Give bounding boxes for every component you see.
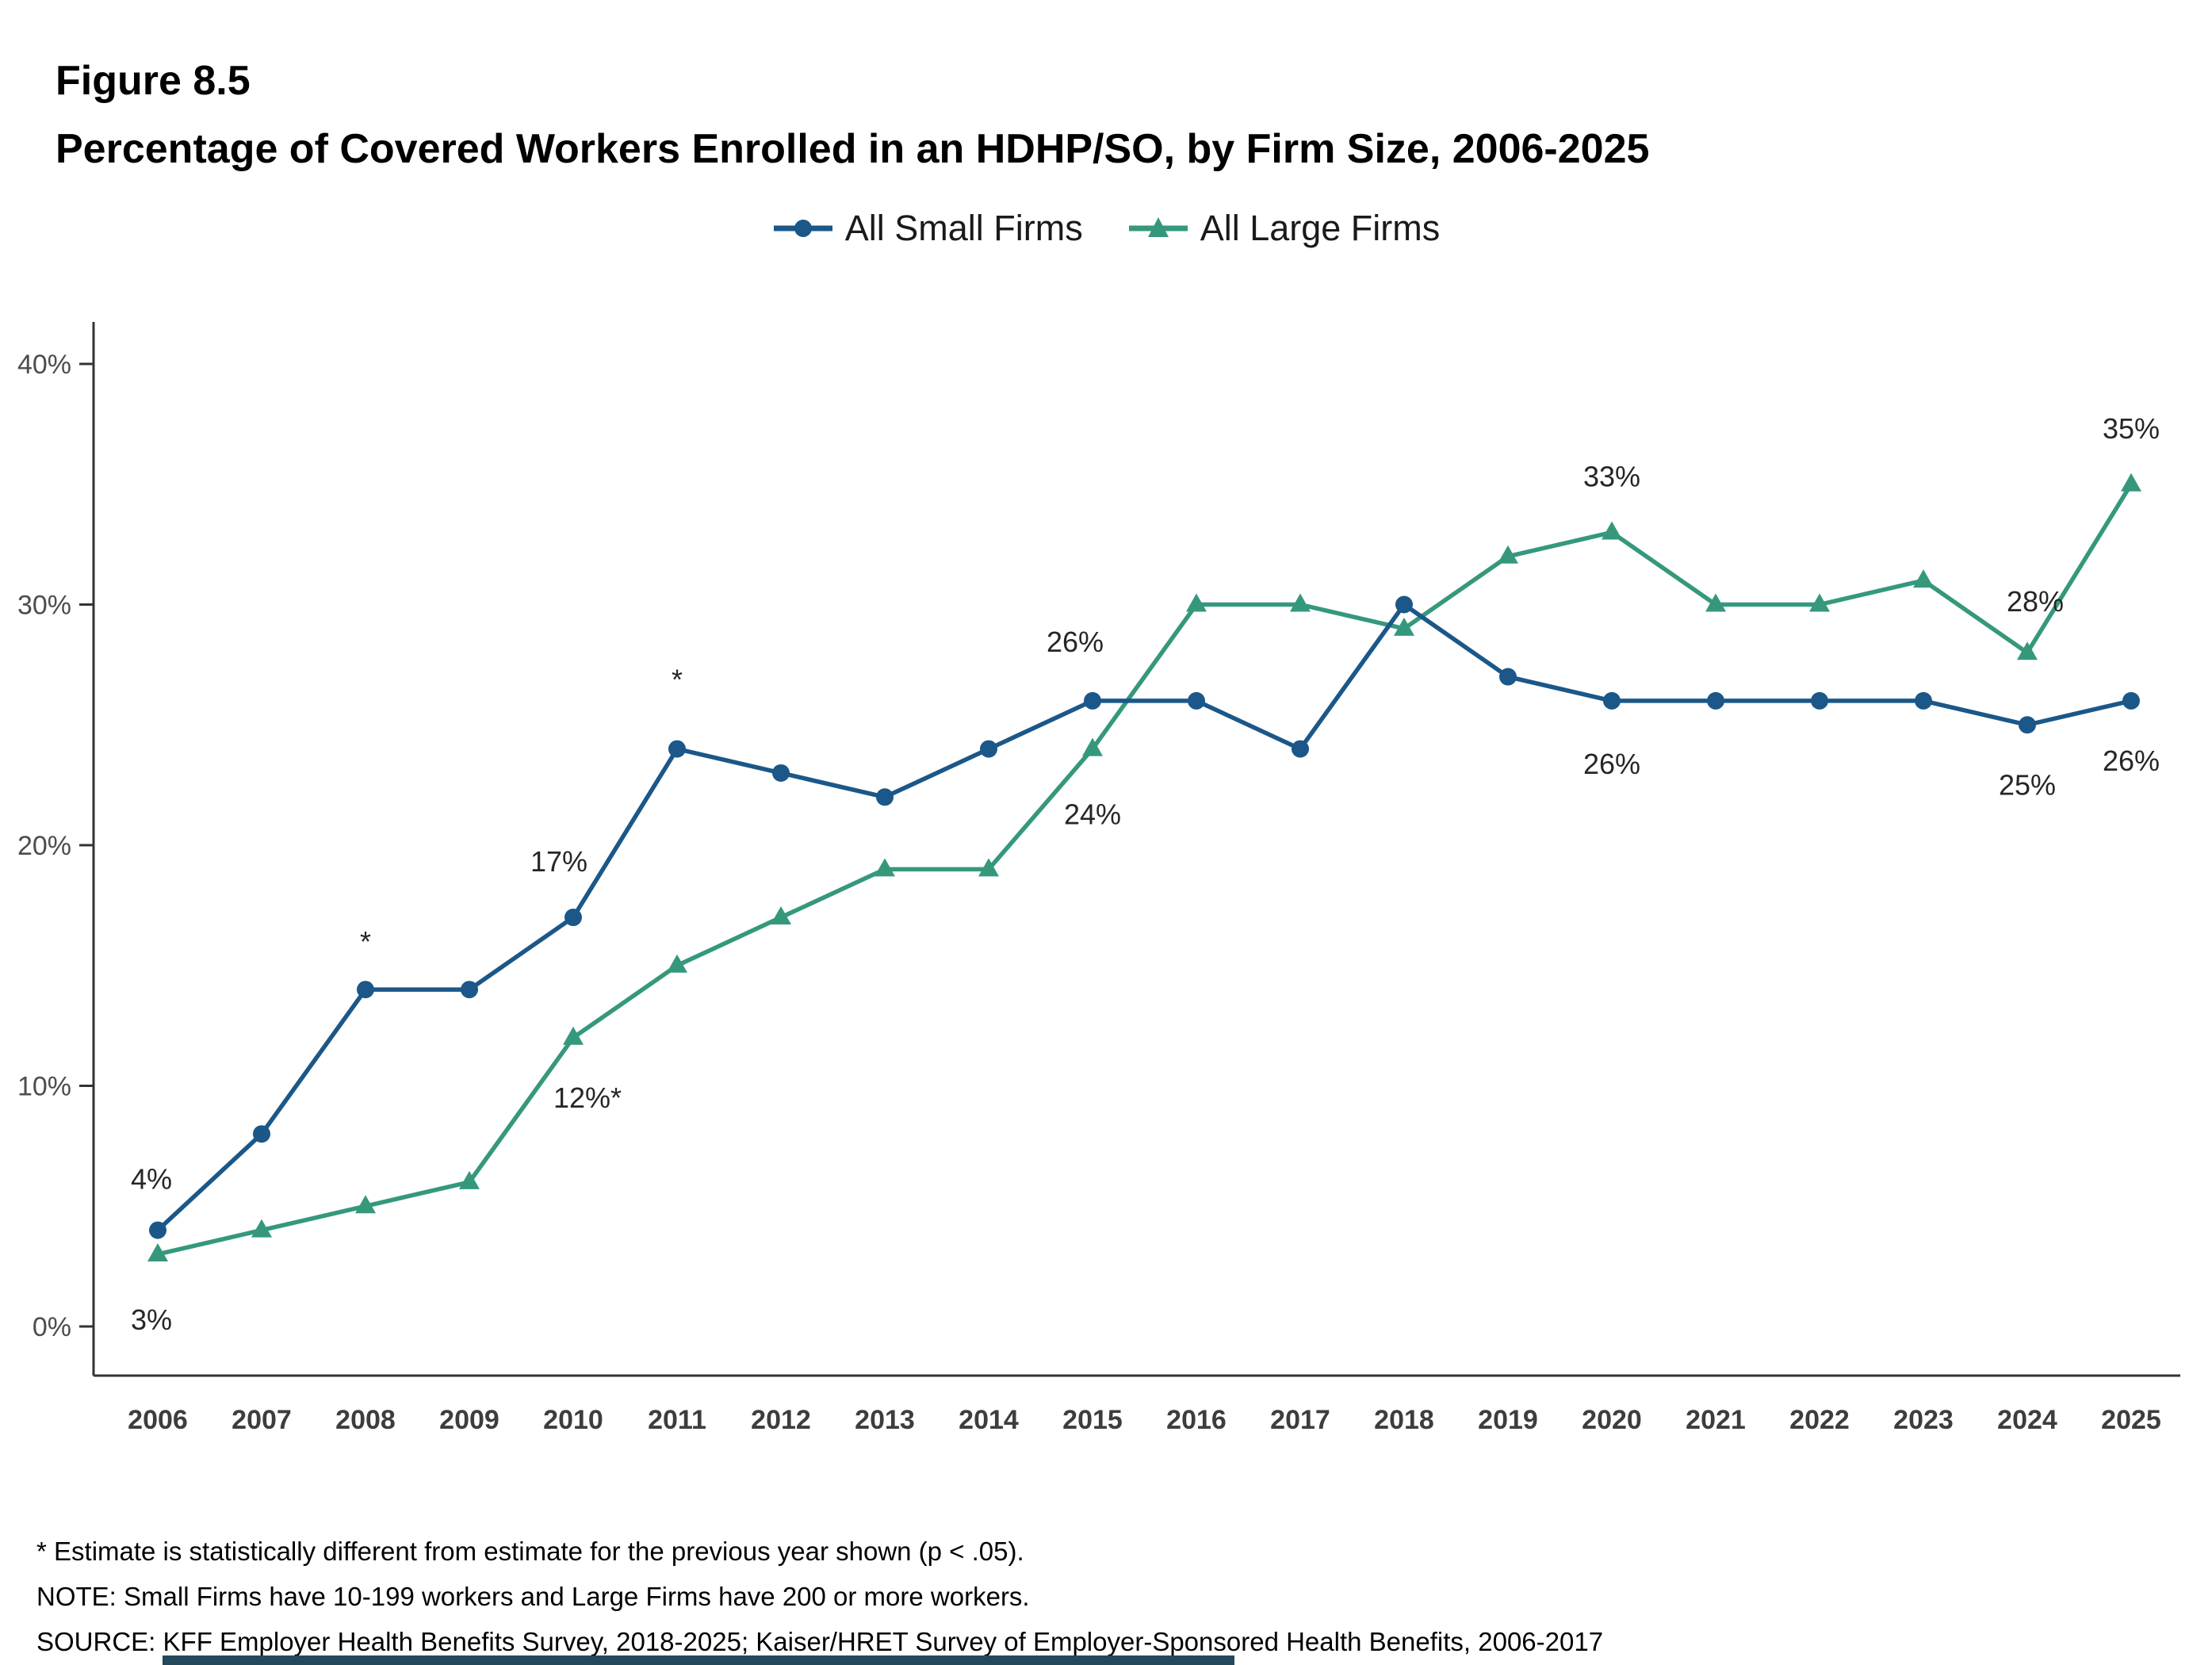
data-point-all-large-firms xyxy=(2017,641,2038,660)
data-point-all-small-firms xyxy=(461,981,478,999)
y-tick-label: 0% xyxy=(33,1312,71,1342)
data-point-all-small-firms xyxy=(2122,691,2140,710)
chart-legend: All Small Firms All Large Firms xyxy=(0,208,2212,249)
footnote-line: SOURCE: KFF Employer Health Benefits Sur… xyxy=(36,1627,1604,1656)
data-point-all-large-firms xyxy=(251,1219,272,1238)
y-tick-label: 20% xyxy=(17,831,71,861)
x-tick-label: 2022 xyxy=(1789,1405,1850,1435)
annotation-label: 24% xyxy=(1064,798,1121,831)
data-point-all-large-firms xyxy=(1186,593,1207,612)
data-point-all-small-firms xyxy=(1811,691,1828,710)
x-tick-label: 2024 xyxy=(1997,1405,2057,1435)
x-tick-label: 2007 xyxy=(232,1405,292,1435)
annotation-label: 33% xyxy=(1583,460,1640,492)
data-point-all-small-firms xyxy=(1707,691,1724,710)
legend-item-all-small-firms: All Small Firms xyxy=(772,208,1083,249)
footer-bar xyxy=(163,1655,1234,1665)
footnote-line: NOTE: Small Firms have 10-199 workers an… xyxy=(36,1582,1030,1611)
y-tick-label: 40% xyxy=(17,350,71,380)
data-point-all-small-firms xyxy=(149,1221,166,1239)
x-tick-label: 2017 xyxy=(1270,1405,1330,1435)
annotation-label: 28% xyxy=(2007,585,2064,618)
x-tick-label: 2013 xyxy=(855,1405,915,1435)
x-tick-label: 2008 xyxy=(335,1405,396,1435)
data-point-all-large-firms xyxy=(978,858,999,877)
data-point-all-small-firms xyxy=(668,740,686,758)
x-tick-label: 2015 xyxy=(1062,1405,1123,1435)
data-point-all-small-firms xyxy=(1603,691,1621,710)
x-tick-label: 2010 xyxy=(543,1405,603,1435)
data-point-all-small-firms xyxy=(253,1125,270,1143)
data-point-all-small-firms xyxy=(1499,668,1517,686)
series-line-all-large-firms xyxy=(155,482,2134,1257)
data-point-all-large-firms xyxy=(771,906,791,925)
triangle-marker-icon xyxy=(1128,217,1188,237)
x-tick-label: 2009 xyxy=(439,1405,499,1435)
data-point-all-small-firms xyxy=(2019,716,2036,734)
chart-svg: 0% 10% 20% 30% 40% 2006 2007 2008 2009 2010 2011 20… xyxy=(17,322,2180,1435)
legend-label: All Large Firms xyxy=(1200,208,1441,248)
annotation-label: 3% xyxy=(131,1303,172,1336)
data-point-all-small-firms xyxy=(980,740,997,758)
footnotes: * Estimate is statistically different fr… xyxy=(36,1529,1603,1664)
x-tick-label: 2011 xyxy=(648,1405,706,1435)
x-tick-label: 2021 xyxy=(1686,1405,1746,1435)
x-tick-label: 2025 xyxy=(2101,1405,2161,1435)
data-point-all-large-firms xyxy=(1498,545,1518,564)
annotation-label: 4% xyxy=(131,1163,172,1196)
data-point-all-large-firms xyxy=(874,858,895,877)
x-tick-label: 2020 xyxy=(1582,1405,1642,1435)
data-point-all-large-firms xyxy=(1602,521,1622,540)
data-point-all-small-firms xyxy=(564,909,582,927)
x-tick-label: 2018 xyxy=(1374,1405,1434,1435)
x-tick-label: 2014 xyxy=(959,1405,1019,1435)
annotation-label: 25% xyxy=(1999,768,2056,801)
series-line-all-small-firms xyxy=(155,602,2134,1233)
data-point-all-large-firms xyxy=(667,954,687,973)
annotation-label: 35% xyxy=(2103,412,2160,445)
title-block: Figure 8.5 Percentage of Covered Workers… xyxy=(55,57,1649,173)
x-tick-label: 2006 xyxy=(128,1405,188,1435)
data-point-all-large-firms xyxy=(563,1026,584,1045)
data-point-all-small-firms xyxy=(1915,691,1932,710)
x-tick-label: 2019 xyxy=(1478,1405,1538,1435)
data-point-all-large-firms xyxy=(1705,593,1726,612)
y-tick-label: 30% xyxy=(17,591,71,621)
y-tick-label: 10% xyxy=(17,1072,71,1102)
data-point-all-large-firms xyxy=(147,1242,168,1261)
data-point-all-small-firms xyxy=(876,788,894,806)
legend-item-all-large-firms: All Large Firms xyxy=(1127,208,1441,249)
footnote-line: * Estimate is statistically different fr… xyxy=(36,1537,1024,1566)
data-point-all-large-firms xyxy=(459,1170,480,1189)
data-point-all-large-firms xyxy=(1082,737,1103,756)
chart: 0% 10% 20% 30% 40% 2006 2007 2008 2009 2010 2011 20… xyxy=(0,309,2212,1475)
x-tick-label: 2012 xyxy=(751,1405,811,1435)
annotation-label: 17% xyxy=(530,845,587,878)
annotation-label: * xyxy=(672,664,683,696)
data-point-all-large-firms xyxy=(1809,593,1830,612)
figure-title: Percentage of Covered Workers Enrolled i… xyxy=(55,126,1650,172)
data-point-all-large-firms xyxy=(2121,473,2141,492)
data-point-all-large-firms xyxy=(1394,617,1414,636)
circle-marker-icon xyxy=(773,220,832,237)
data-point-all-small-firms xyxy=(772,764,790,782)
data-point-all-small-firms xyxy=(357,981,374,999)
x-tick-label: 2023 xyxy=(1893,1405,1954,1435)
annotation-label: 26% xyxy=(2103,744,2160,777)
annotation-label: 26% xyxy=(1583,748,1640,780)
figure-label: Figure 8.5 xyxy=(55,58,251,104)
annotation-label: 26% xyxy=(1047,626,1104,658)
legend-label: All Small Firms xyxy=(844,208,1083,248)
annotation-label: 12%* xyxy=(553,1081,622,1114)
data-point-all-large-firms xyxy=(1913,569,1934,588)
data-point-all-small-firms xyxy=(1395,595,1413,614)
data-point-all-small-firms xyxy=(1292,740,1309,758)
annotation-label: * xyxy=(360,925,371,958)
data-point-all-small-firms xyxy=(1084,691,1101,710)
data-point-all-large-firms xyxy=(1290,593,1311,612)
data-point-all-large-firms xyxy=(355,1195,376,1214)
data-point-all-small-firms xyxy=(1188,691,1205,710)
x-tick-label: 2016 xyxy=(1166,1405,1227,1435)
